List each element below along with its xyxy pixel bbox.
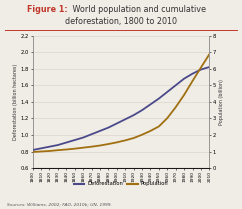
Legend: Deforestation, Population: Deforestation, Population	[72, 179, 170, 189]
Text: Sources: Williams, 2002; FAO, 2010b; UN, 1999.: Sources: Williams, 2002; FAO, 2010b; UN,…	[7, 202, 112, 206]
Text: Figure 1:: Figure 1:	[27, 5, 68, 14]
Y-axis label: Deforestation (billion hectares): Deforestation (billion hectares)	[13, 64, 18, 140]
Text: World population and cumulative: World population and cumulative	[70, 5, 206, 14]
Y-axis label: Population (billion): Population (billion)	[219, 79, 224, 125]
Text: deforestation, 1800 to 2010: deforestation, 1800 to 2010	[65, 17, 177, 26]
